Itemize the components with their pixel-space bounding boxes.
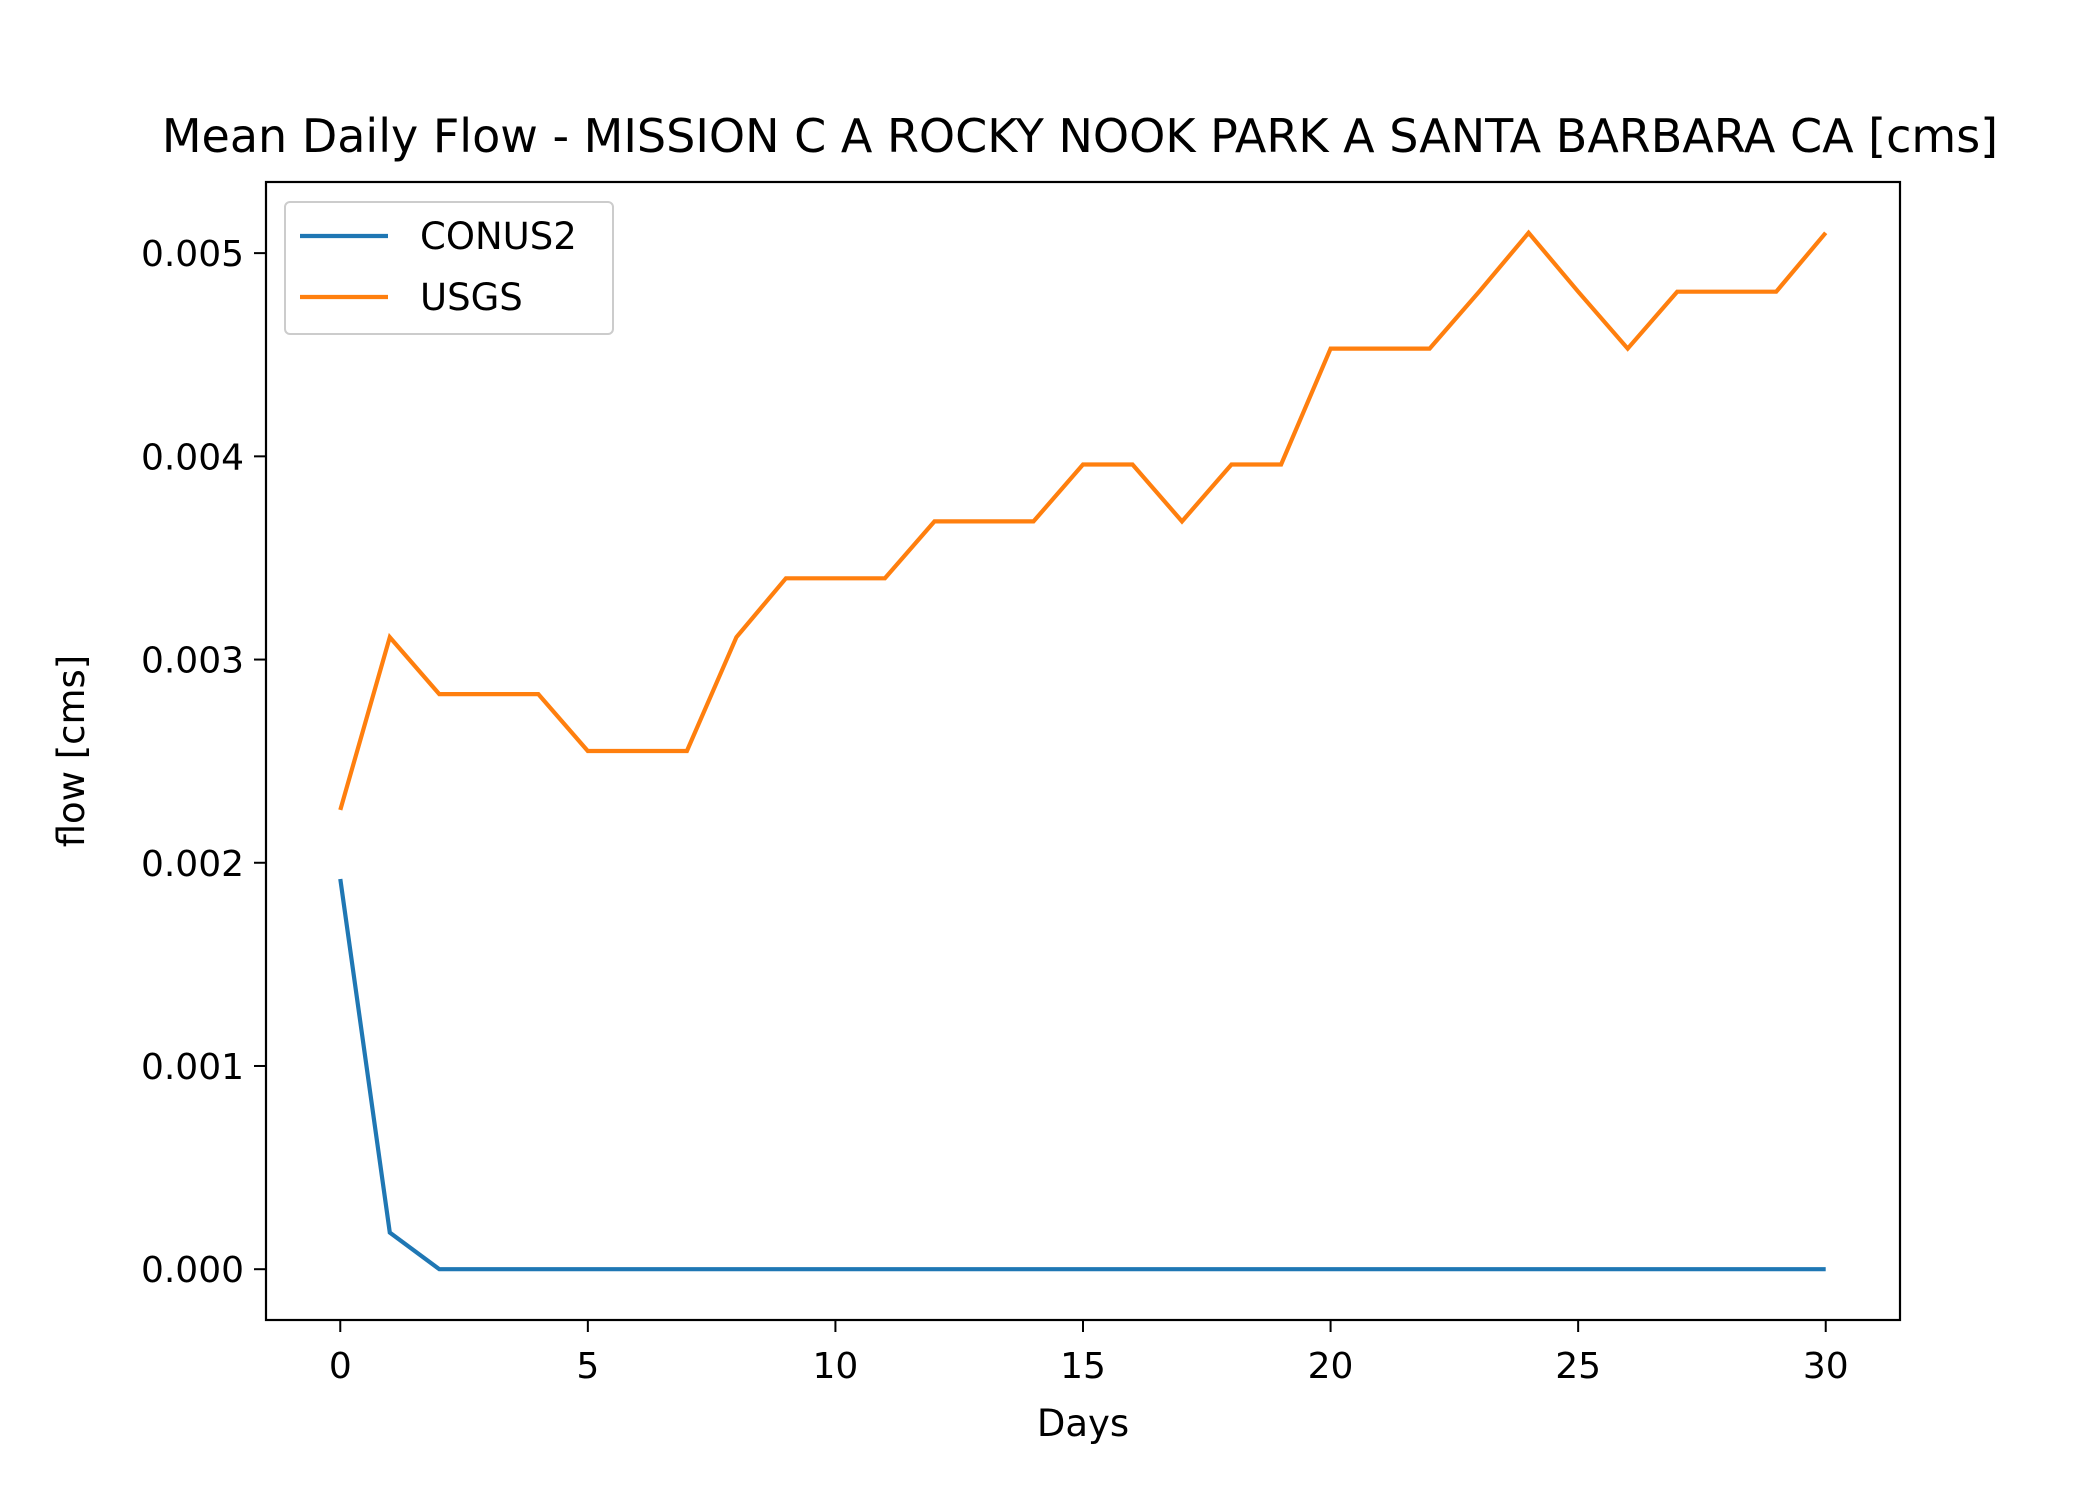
x-tick-label: 20 [1308, 1346, 1354, 1387]
y-tick-label: 0.001 [141, 1047, 244, 1088]
x-axis-label: Days [1037, 1402, 1129, 1445]
x-tick-label: 0 [329, 1346, 352, 1387]
chart-title: Mean Daily Flow - MISSION C A ROCKY NOOK… [162, 109, 1998, 163]
y-tick-label: 0.000 [141, 1250, 244, 1291]
plot-frame [264, 180, 1902, 1322]
x-tick-label: 30 [1803, 1346, 1849, 1387]
y-tick-label: 0.004 [141, 437, 244, 478]
legend: CONUS2 USGS [284, 201, 614, 335]
x-axis: 0 5 10 15 20 25 30 [329, 1320, 1849, 1387]
x-tick-label: 15 [1060, 1346, 1106, 1387]
x-tick-label: 25 [1555, 1346, 1601, 1387]
x-tick-label: 10 [813, 1346, 859, 1387]
plot-area [338, 229, 1828, 1272]
series-line-usgs [338, 229, 1828, 811]
legend-label: USGS [420, 276, 523, 319]
x-tick-label: 5 [576, 1346, 599, 1387]
y-tick-label: 0.005 [141, 234, 244, 275]
legend-label: CONUS2 [420, 215, 577, 258]
y-axis-label: flow [cms] [50, 655, 93, 848]
y-tick-label: 0.003 [141, 641, 244, 682]
y-tick-label: 0.002 [141, 844, 244, 885]
y-axis: 0.000 0.001 0.002 0.003 0.004 0.005 [141, 234, 266, 1291]
series-line-conus2 [338, 878, 1826, 1272]
